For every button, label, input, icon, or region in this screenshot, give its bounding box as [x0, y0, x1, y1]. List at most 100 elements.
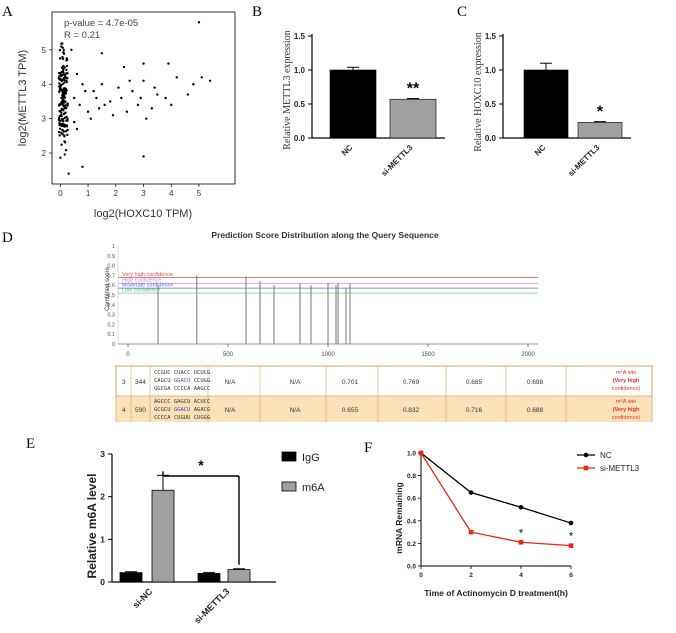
scatter-points	[57, 21, 212, 175]
scatter-point	[58, 123, 61, 127]
x-tick-label: NC	[340, 143, 355, 158]
x-tick-label: 4	[519, 572, 523, 579]
data-point	[568, 543, 574, 548]
scatter-point	[58, 127, 62, 130]
panel-letter-a: A	[2, 4, 13, 20]
scatter-point	[62, 87, 66, 90]
scatter-point	[60, 143, 63, 146]
y-tick-label: 0.0	[294, 134, 306, 143]
scatter-point	[95, 96, 98, 100]
x-tick-label: 0	[58, 189, 63, 198]
prediction-table: 3 344 CCGUC CUACC UCUCG CAGCU GGACU CCUG…	[115, 365, 653, 422]
scatter-point	[58, 134, 61, 137]
legend-label: NC	[600, 451, 612, 460]
scatter-point	[62, 112, 66, 116]
y-tick-label: 1	[100, 534, 105, 544]
x-tick-label: 2000	[521, 352, 535, 358]
scatter-point	[59, 83, 63, 87]
scatter-point	[64, 130, 68, 133]
scatter-point	[92, 89, 95, 93]
scatter-point	[128, 79, 131, 83]
scatter-point	[57, 104, 61, 107]
y-tick-label: 0.0	[485, 134, 497, 143]
scatter-point	[63, 124, 67, 128]
bar-chart-b: 0.0 0.5 1.0 1.5 NC si-METTL3 **	[294, 32, 445, 178]
scatter-point	[75, 127, 79, 131]
scatter-point	[59, 102, 63, 106]
scatter-point	[63, 81, 66, 84]
score-cell: 0.655	[342, 407, 359, 414]
y-axis-label: Relative HOXC10 expression	[473, 32, 484, 151]
x-tick-label: NC	[533, 143, 548, 158]
scatter-point	[70, 48, 73, 52]
panel-letter-d: D	[2, 230, 13, 246]
scatter-point	[89, 117, 93, 120]
scatter-point	[59, 131, 63, 135]
scatter-point	[192, 83, 195, 86]
row-index: 4	[122, 407, 126, 414]
series-line	[420, 452, 572, 547]
scatter-point	[64, 92, 68, 95]
y-tick-label: 4	[42, 80, 47, 89]
scatter-point	[111, 114, 115, 117]
bar	[329, 69, 377, 139]
data-point	[468, 529, 474, 535]
scatter-point	[81, 165, 84, 168]
scatter-point	[60, 107, 64, 111]
y-tick-label: 0.8	[407, 473, 416, 480]
scatter-point	[117, 86, 120, 89]
y-axis-label: Combined score	[105, 266, 111, 310]
panel-c-bar-chart: C 0.0 0.5 1.0 1.5 NC si-METTL3 * Relative HOXC…	[457, 4, 631, 178]
x-tick-label: 6	[569, 572, 573, 579]
significance-marker: *	[519, 527, 524, 539]
scatter-point	[60, 45, 63, 48]
scatter-point	[61, 122, 64, 126]
y-tick-label: 1.5	[294, 32, 306, 41]
score-cell: 0.698	[527, 379, 544, 386]
scatter-point	[66, 117, 69, 121]
significance-marker: *	[569, 531, 574, 543]
x-axis-label: Time of Actinomycin D treatment(h)	[424, 588, 568, 598]
scatter-point	[145, 117, 148, 120]
scatter-point	[61, 82, 65, 86]
x-tick-label: si-METTL3	[379, 143, 414, 178]
y-tick-label: 0.0	[407, 564, 416, 571]
scatter-point	[122, 65, 126, 69]
scatter-point	[62, 49, 65, 52]
y-tick-label: 1.0	[294, 66, 306, 75]
score-cell: N/A	[225, 407, 237, 414]
x-tick-label: 3	[141, 189, 146, 198]
scatter-point	[61, 128, 64, 132]
scatter-point	[65, 115, 68, 119]
y-tick-label: 0.5	[107, 293, 115, 299]
score-cell: 0.716	[466, 407, 483, 414]
scatter-point	[200, 76, 203, 79]
panel-letter-f: F	[364, 440, 372, 456]
annotation-p-value: p-value = 4.7e-05	[64, 18, 138, 29]
scatter-point	[57, 71, 61, 75]
scatter-point	[81, 83, 84, 86]
y-tick-label: 1.0	[485, 66, 497, 75]
score-cell: 0.701	[342, 379, 359, 386]
scatter-point	[84, 89, 87, 93]
table-row: 4 590 AGCCC GAGCU ACUCC GCGCU GGACU AGAC…	[122, 398, 640, 421]
scatter-point	[167, 62, 170, 65]
scatter-point	[66, 102, 69, 105]
scatter-point	[63, 153, 66, 156]
score-cell: N/A	[290, 407, 302, 414]
panel-a-scatter: A p-value = 4.7e-05 R = 0.21 0 1 2 3 4 5 2 3 4 5…	[2, 4, 236, 220]
row-index: 3	[122, 379, 126, 386]
threshold-label: Low confidence	[122, 288, 160, 294]
prediction-chart: 0 0.1 0.2 0.3 0.4 0.5 0.6 0.7 0.8 0.9 1 0 500 1000 150…	[107, 244, 538, 358]
legend-marker	[583, 452, 589, 458]
x-tick-label: 5	[197, 189, 202, 198]
scatter-point	[57, 117, 61, 120]
x-axis-ticks: 0 1 2 3 4 5	[58, 184, 202, 198]
scatter-point	[66, 133, 69, 137]
scatter-point	[62, 71, 65, 74]
site-label: m⁶A site	[616, 369, 636, 376]
y-tick-label: 0.3	[107, 313, 115, 319]
score-cell: 0.685	[466, 379, 483, 386]
significance-marker: **	[407, 81, 420, 98]
scatter-point	[61, 94, 64, 97]
